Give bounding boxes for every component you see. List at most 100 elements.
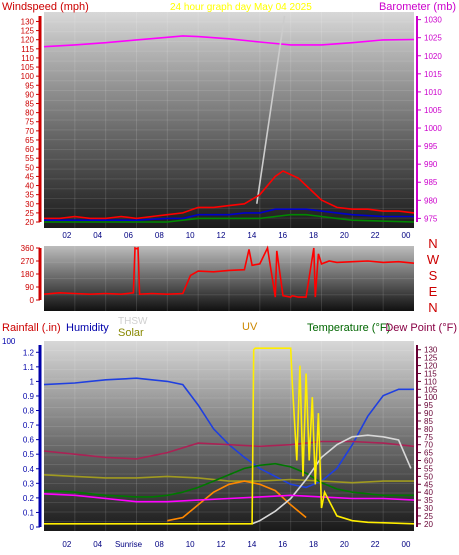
p2-left-tick-label: 270 <box>21 257 35 266</box>
p1-x-label: 08 <box>155 231 164 240</box>
p1-right-tick-label: 1020 <box>424 52 442 61</box>
p1-left-tick-label: 120 <box>21 36 35 45</box>
p3-right-tick-label: 115 <box>424 369 437 378</box>
p3-right-tick-label: 30 <box>424 504 433 513</box>
p3-right-tick-label: 60 <box>424 457 433 466</box>
p1-x-label: 00 <box>402 231 411 240</box>
p3-x-label: 20 <box>340 540 349 549</box>
p1-left-tick-label: 105 <box>21 63 35 72</box>
p3-right-tick-label: 65 <box>424 449 433 458</box>
legend-temperature: Temperature (°F) <box>307 322 390 334</box>
p3-left-tick-label: 0.7 <box>23 421 35 430</box>
direction-letter: N <box>428 300 437 315</box>
p1-left-tick-label: 130 <box>21 17 35 26</box>
p3-left-tick-label: 1 <box>30 377 35 386</box>
p1-left-tick-label: 35 <box>25 191 34 200</box>
p1-left-tick-label: 110 <box>21 54 34 63</box>
p1-left-tick-label: 75 <box>25 118 34 127</box>
p3-rain-line <box>43 493 415 503</box>
panel3-series <box>43 347 415 525</box>
p1-right-tick-label: 1000 <box>424 124 442 133</box>
p2-series-0-line <box>43 245 415 298</box>
p3-left-tick-label: 1.1 <box>23 363 35 372</box>
p1-right-tick-label: 1010 <box>424 88 442 97</box>
p3-right-tick-label: 50 <box>424 472 433 481</box>
p3-x-label: 00 <box>402 540 411 549</box>
legend-thsw: THSW <box>118 316 148 327</box>
direction-letter: N <box>428 236 437 251</box>
p1-right-tick-label: 1015 <box>424 70 442 79</box>
p3-solar-line <box>43 474 414 484</box>
p1-left-tick-label: 55 <box>25 154 34 163</box>
p3-right-tick-label: 35 <box>424 496 433 505</box>
panel2-left-axis: 0 90 180 270 360 <box>21 244 42 305</box>
panel1-series <box>43 15 415 223</box>
p3-left-tick-label: 0.1 <box>23 508 35 517</box>
p1-right-tick-label: 995 <box>424 142 438 151</box>
p3-left-top-label: 100 <box>2 337 16 346</box>
p1-x-label: 14 <box>247 231 256 240</box>
p3-left-tick-label: 0.4 <box>23 465 35 474</box>
p3-x-label: 14 <box>247 540 256 549</box>
p1-left-tick-label: 70 <box>25 127 34 136</box>
panel3-left-axis: 0 0.1 0.2 0.3 0.4 0.5 0.6 0.7 0.8 0.9 1 1.1 1.2 100 <box>2 337 42 532</box>
legend-solar: Solar <box>118 327 144 339</box>
p1-left-tick-label: 45 <box>25 172 34 181</box>
p3-left-tick-label: 0.9 <box>23 392 35 401</box>
p3-right-tick-label: 120 <box>424 362 438 371</box>
p3-right-tick-label: 125 <box>424 354 438 363</box>
p2-left-tick-label: 180 <box>21 270 35 279</box>
p3-x-label: Sunrise <box>115 540 143 549</box>
direction-letter: W <box>427 252 440 267</box>
p1-left-tick-label: 85 <box>25 100 34 109</box>
p1-x-label: 22 <box>371 231 380 240</box>
p3-right-tick-label: 20 <box>424 520 433 529</box>
p3-left-tick-label: 0.3 <box>23 479 35 488</box>
p1-x-label: 12 <box>217 231 226 240</box>
p3-x-label: 02 <box>62 540 71 549</box>
panel1-x-axis: 02 04 06 08 10 12 14 16 18 20 22 00 <box>62 231 411 240</box>
p1-left-tick-label: 40 <box>25 182 34 191</box>
p1-right-tick-label: 1005 <box>424 106 442 115</box>
p3-right-tick-label: 90 <box>424 409 433 418</box>
p1-left-tick-label: 20 <box>25 218 34 227</box>
legend-rainfall: Rainfall (.in) <box>2 322 61 334</box>
p3-right-tick-label: 130 <box>424 346 438 355</box>
p3-x-label: 18 <box>309 540 318 549</box>
p1-left-tick-label: 125 <box>21 27 35 36</box>
legend-humidity: Humidity <box>66 322 109 334</box>
p3-x-label: 10 <box>186 540 195 549</box>
p3-x-label: 08 <box>155 540 164 549</box>
p3-left-tick-label: 0.5 <box>23 450 35 459</box>
panel1-grid <box>44 12 414 228</box>
p1-right-tick-label: 990 <box>424 160 438 169</box>
p3-right-tick-label: 25 <box>424 512 433 521</box>
p1-left-tick-label: 65 <box>25 136 34 145</box>
p1-left-tick-label: 90 <box>25 90 34 99</box>
p1-right-tick-label: 985 <box>424 178 438 187</box>
direction-letter: E <box>429 284 438 299</box>
p1-left-tick-label: 50 <box>25 163 34 172</box>
p1-left-tick-label: 30 <box>25 200 34 209</box>
p3-x-label: 04 <box>93 540 102 549</box>
p3-right-tick-label: 55 <box>424 464 433 473</box>
p1-left-tick-label: 95 <box>25 81 34 90</box>
panel1-right-axis: 975 980 985 990 995 1000 1005 1010 1015 1020 1025 1… <box>416 16 442 223</box>
p1-right-tick-label: 975 <box>424 214 438 223</box>
p1-x-label: 18 <box>309 231 318 240</box>
p3-right-tick-label: 105 <box>424 385 438 394</box>
legend-uv: UV <box>242 321 258 333</box>
panel1-left-axis-label: Windspeed (mph) <box>2 1 89 13</box>
p1-left-tick-label: 100 <box>21 72 35 81</box>
panel3-right-axis: 2025303540455055606570758085909510010511… <box>416 345 438 529</box>
p1-x-label: 04 <box>93 231 102 240</box>
p1-series-0-line <box>43 35 415 48</box>
p3-right-tick-label: 45 <box>424 480 433 489</box>
p2-left-tick-label: 360 <box>21 244 35 253</box>
p3-left-tick-label: 1.2 <box>23 348 35 357</box>
p3-right-tick-label: 95 <box>424 401 433 410</box>
p1-series-2-line <box>44 170 415 220</box>
